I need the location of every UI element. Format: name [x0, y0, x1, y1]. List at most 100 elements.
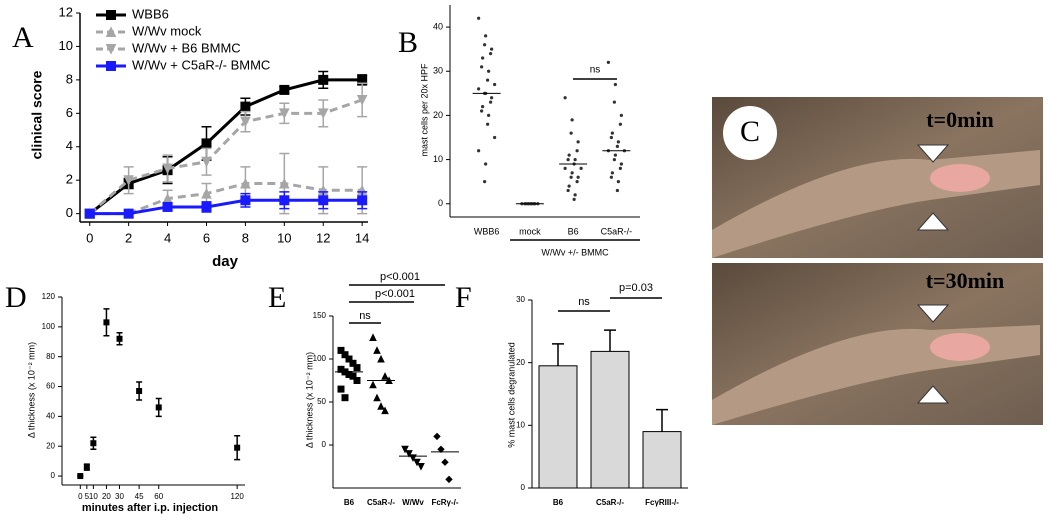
y-tick-label: 0 [521, 483, 526, 492]
marker [493, 82, 497, 87]
x-tick-label: 0 [86, 230, 93, 245]
marker [618, 122, 622, 126]
marker [162, 163, 173, 175]
x-tick-label: B6 [568, 226, 579, 236]
marker [341, 394, 349, 402]
annotation: ns [590, 65, 601, 76]
marker [567, 184, 571, 188]
y-tick-label: 50 [317, 397, 326, 406]
marker [481, 104, 485, 109]
panel-letter: E [268, 281, 286, 314]
marker [618, 166, 622, 171]
marker [341, 351, 349, 359]
label-circle [723, 106, 777, 160]
marker [318, 195, 329, 206]
marker [369, 380, 377, 389]
marker [566, 157, 570, 162]
legend-label: W/Wv + B6 BMMC [132, 40, 241, 55]
panel-letter: A [12, 21, 34, 54]
bar [538, 365, 578, 489]
marker [401, 445, 409, 454]
x-tick-label: 10 [89, 492, 98, 501]
line [88, 98, 363, 215]
y-tick-label: 12 [59, 4, 73, 19]
marker [487, 113, 491, 118]
y-tick-label: 120 [42, 292, 56, 301]
marker [369, 333, 377, 341]
y-tick-label: 0 [51, 471, 56, 480]
y-tick-label: 2 [66, 172, 73, 187]
marker [349, 372, 357, 380]
marker [573, 193, 577, 197]
marker [106, 61, 116, 71]
marker [569, 131, 573, 135]
y-tick-label: 30 [433, 66, 443, 76]
marker [613, 82, 617, 87]
marker [373, 393, 381, 402]
annotation: ns [578, 296, 590, 308]
marker [155, 404, 162, 411]
x-tick-label: B6 [553, 498, 564, 507]
bar [642, 431, 682, 489]
x-tick-label: 45 [135, 492, 144, 501]
y-tick-label: 40 [433, 21, 443, 31]
x-tick-label: FcRγ-/- [431, 498, 458, 507]
marker [613, 153, 617, 157]
marker [345, 355, 353, 363]
marker [570, 171, 574, 175]
marker [77, 473, 84, 480]
x-tick-label: 60 [154, 492, 163, 501]
marker [377, 354, 385, 363]
y-tick-label: 100 [313, 354, 327, 363]
x-tick-label: 30 [115, 492, 124, 501]
panel-letter: C [740, 115, 760, 148]
y-tick-label: 4 [66, 138, 73, 153]
marker [356, 94, 368, 106]
y-tick-label: 20 [433, 110, 443, 120]
marker [573, 157, 577, 162]
marker [381, 372, 389, 380]
marker [353, 364, 361, 372]
legend-label: W/Wv mock [132, 23, 202, 38]
x-axis-label: minutes after i.p. injection [82, 502, 219, 514]
legend-label: WBB6 [132, 6, 169, 21]
marker [486, 78, 490, 82]
marker [357, 195, 368, 206]
annotation: p<0.001 [380, 271, 420, 283]
y-tick-label: 20 [516, 358, 525, 367]
y-tick-label: 80 [46, 352, 55, 361]
x-tick-label: 6 [203, 230, 210, 245]
bar [590, 350, 630, 489]
marker [616, 180, 620, 184]
marker [487, 69, 491, 73]
y-tick-label: 0 [322, 440, 327, 449]
marker [83, 464, 90, 471]
marker [563, 96, 567, 100]
y-axis-label: mast cells per 20x HPF [419, 63, 429, 157]
marker [572, 197, 576, 201]
chart: A 0 2 4 6 8 10 12 0 2 4 6 8 10 12 14 clinical score day WB… [12, 4, 369, 270]
marker [123, 175, 134, 186]
x-tick-label: 120 [230, 492, 244, 501]
arrowheads [916, 144, 950, 404]
y-tick-label: 30 [516, 295, 525, 304]
marker [441, 458, 449, 466]
marker [377, 402, 385, 410]
marker [576, 140, 580, 144]
photo-label: t=30min [926, 268, 1005, 293]
marker [201, 187, 212, 199]
x-tick-label: C5aR-/- [596, 498, 624, 507]
marker [279, 84, 290, 95]
x-tick-label: FcγRIII-/- [645, 498, 679, 507]
chart: E 0 50 100 150 B6 C5aR-/- W/Wv FcRγ-/- Δ thicknes… [268, 271, 461, 507]
y-axis-label: Δ thickness (x 10⁻² mm) [26, 342, 36, 438]
marker [279, 177, 290, 189]
marker [609, 175, 613, 179]
marker [567, 153, 571, 157]
x-tick-label: 2 [125, 230, 132, 245]
x-tick-label: 5 [85, 492, 90, 501]
annotation: p=0.03 [619, 282, 653, 294]
marker [240, 101, 251, 112]
